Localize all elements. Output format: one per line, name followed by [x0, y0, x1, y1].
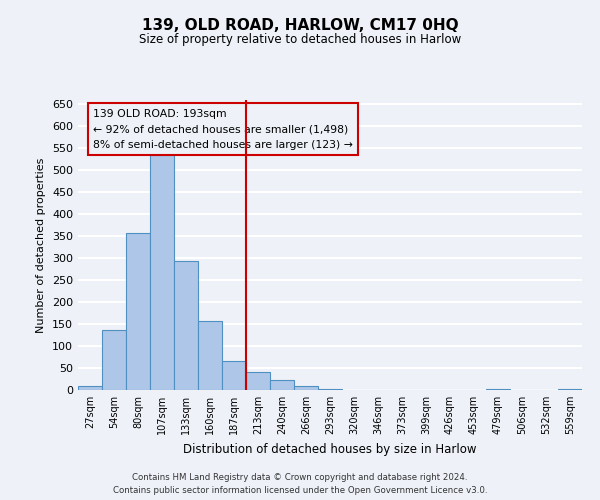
Text: 139 OLD ROAD: 193sqm
← 92% of detached houses are smaller (1,498)
8% of semi-det: 139 OLD ROAD: 193sqm ← 92% of detached h… [93, 108, 353, 150]
Bar [486, 389, 510, 390]
Bar [558, 389, 582, 390]
Text: 139, OLD ROAD, HARLOW, CM17 0HQ: 139, OLD ROAD, HARLOW, CM17 0HQ [142, 18, 458, 32]
Bar [270, 380, 294, 390]
X-axis label: Distribution of detached houses by size in Harlow: Distribution of detached houses by size … [183, 442, 477, 456]
Bar [246, 372, 270, 390]
Bar [198, 320, 222, 390]
Text: Contains HM Land Registry data © Crown copyright and database right 2024.
Contai: Contains HM Land Registry data © Crown c… [113, 474, 487, 495]
Bar [294, 386, 318, 390]
Bar [150, 155, 174, 390]
Bar [318, 388, 342, 390]
Bar [78, 386, 102, 390]
Bar [222, 362, 246, 390]
Text: Size of property relative to detached houses in Harlow: Size of property relative to detached ho… [139, 32, 461, 46]
Y-axis label: Number of detached properties: Number of detached properties [37, 158, 46, 332]
Bar [174, 262, 198, 390]
Bar [102, 330, 126, 390]
Bar [126, 233, 150, 390]
